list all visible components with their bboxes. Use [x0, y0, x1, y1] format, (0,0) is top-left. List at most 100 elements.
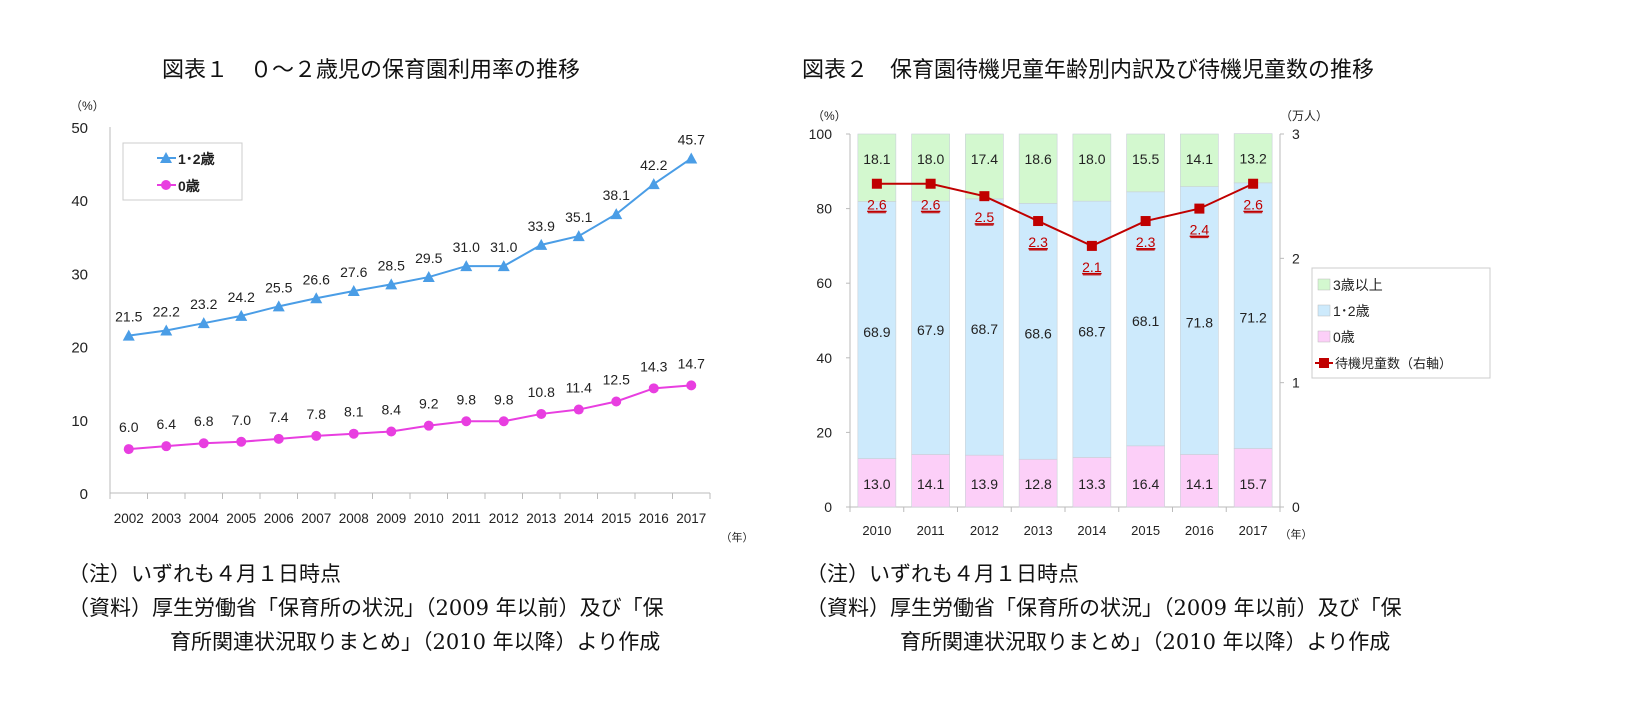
data-label: 68.6 — [1025, 325, 1052, 341]
line-data-label: 2.1 — [1082, 259, 1102, 275]
bar-segment — [1180, 133, 1219, 187]
data-label: 13.2 — [1240, 151, 1267, 167]
legend-square-icon — [1319, 358, 1329, 368]
data-label: 22.2 — [153, 303, 180, 319]
chart1-source-cont: 育所関連状況取りまとめ」（2010 年以降）より作成 — [170, 630, 661, 654]
data-point-square — [1194, 203, 1205, 214]
data-label: 23.2 — [190, 296, 217, 312]
data-label: 13.3 — [1078, 476, 1105, 492]
data-label: 68.9 — [863, 324, 890, 340]
data-label: 14.1 — [917, 476, 944, 492]
x-tick-label: 2010 — [862, 523, 891, 538]
series-line-1 — [128, 384, 692, 451]
bar-segment — [1126, 133, 1165, 193]
bar-segment — [1072, 457, 1112, 508]
data-point-circle — [161, 441, 172, 452]
y-tick-label: 60 — [816, 275, 832, 291]
y2-tick-label: 2 — [1292, 250, 1300, 266]
data-label: 7.0 — [232, 412, 252, 428]
bar-segment — [1180, 186, 1219, 455]
y-tick-label: 50 — [71, 120, 88, 137]
data-point-circle — [273, 433, 284, 444]
x-tick-label: 2008 — [339, 511, 369, 526]
x-tick-label: 2004 — [189, 511, 220, 526]
y-tick-label: 20 — [816, 424, 832, 440]
data-label: 10.8 — [528, 384, 555, 400]
bar-segment — [911, 133, 950, 202]
bar-segment — [1233, 182, 1273, 449]
y2-axis-unit: （万人） — [1280, 109, 1328, 123]
x-axis-unit: （年） — [1280, 527, 1313, 541]
data-label: 6.4 — [157, 416, 177, 432]
data-label: 68.7 — [971, 321, 998, 337]
x-tick-label: 2015 — [1131, 523, 1160, 538]
data-point-circle — [536, 408, 547, 419]
x-tick-label: 2006 — [264, 511, 294, 526]
data-label: 38.1 — [603, 187, 630, 203]
y-axis-unit: （%） — [812, 109, 847, 123]
data-label: 6.8 — [194, 413, 214, 429]
chart1-note: （注）いずれも４月１日時点 — [68, 562, 341, 586]
x-tick-label: 2013 — [526, 511, 556, 526]
legend-label: 1･2歳 — [1333, 303, 1370, 319]
bar-segment — [1126, 191, 1165, 447]
x-tick-label: 2016 — [639, 511, 669, 526]
data-point-triangle — [685, 152, 698, 164]
x-tick-label: 2003 — [151, 511, 181, 526]
data-label: 26.6 — [303, 271, 330, 287]
data-point-triangle — [160, 324, 173, 336]
data-label: 68.7 — [1078, 323, 1105, 339]
data-label: 67.9 — [917, 322, 944, 338]
line-data-label: 2.4 — [1190, 222, 1210, 238]
data-label: 14.1 — [1186, 476, 1213, 492]
data-point-circle — [386, 426, 397, 437]
data-point-circle — [461, 416, 472, 427]
y2-tick-label: 0 — [1292, 499, 1300, 515]
data-label: 8.1 — [344, 404, 364, 420]
data-point-circle — [236, 436, 247, 447]
data-label: 13.9 — [971, 476, 998, 492]
x-tick-label: 2015 — [601, 511, 631, 526]
data-label: 68.1 — [1132, 313, 1159, 329]
line-data-label: 2.6 — [1243, 197, 1263, 213]
x-tick-label: 2010 — [414, 511, 444, 526]
data-point-square — [979, 191, 990, 202]
data-point-triangle — [422, 271, 435, 283]
data-label: 21.5 — [115, 309, 142, 325]
legend-label: 0歳 — [178, 178, 200, 194]
bar-segment — [911, 454, 950, 508]
data-label: 9.2 — [419, 396, 439, 412]
legend — [1311, 267, 1491, 379]
data-label: 17.4 — [971, 151, 998, 167]
data-label: 9.8 — [457, 391, 477, 407]
series-line-0 — [128, 157, 692, 337]
x-tick-label: 2011 — [452, 511, 481, 526]
chart2-source-cont: 育所関連状況取りまとめ」（2010 年以降）より作成 — [900, 630, 1391, 654]
bar-segment — [857, 133, 897, 202]
bar-segment — [1018, 458, 1058, 508]
data-label: 45.7 — [678, 131, 705, 147]
y-tick-label: 10 — [71, 413, 88, 430]
bar-segment — [1018, 133, 1058, 204]
line-data-label: 2.5 — [975, 209, 995, 225]
data-label: 31.0 — [453, 239, 480, 255]
data-label: 14.7 — [678, 355, 705, 371]
legend-triangle-icon — [160, 152, 172, 163]
bar-segment — [965, 454, 1004, 508]
chart1-source: （資料）厚生労働省「保育所の状況」（2009 年以前）及び「保 — [68, 596, 664, 620]
waiting-children-line — [876, 182, 1254, 248]
x-tick-label: 2017 — [676, 511, 706, 526]
data-point-circle — [611, 396, 622, 407]
x-tick-label: 2012 — [489, 511, 519, 526]
data-point-triangle — [497, 260, 510, 272]
data-point-triangle — [572, 230, 585, 242]
data-label: 24.2 — [228, 289, 255, 305]
chart1-title: 図表１ ０～２歳児の保育園利用率の推移 — [162, 58, 581, 83]
data-label: 25.5 — [265, 279, 292, 295]
bar-segment — [857, 458, 897, 508]
chart2-title: 図表２ 保育園待機児童年齢別内訳及び待機児童数の推移 — [802, 58, 1375, 83]
data-point-triangle — [647, 178, 660, 190]
data-point-circle — [498, 416, 509, 427]
